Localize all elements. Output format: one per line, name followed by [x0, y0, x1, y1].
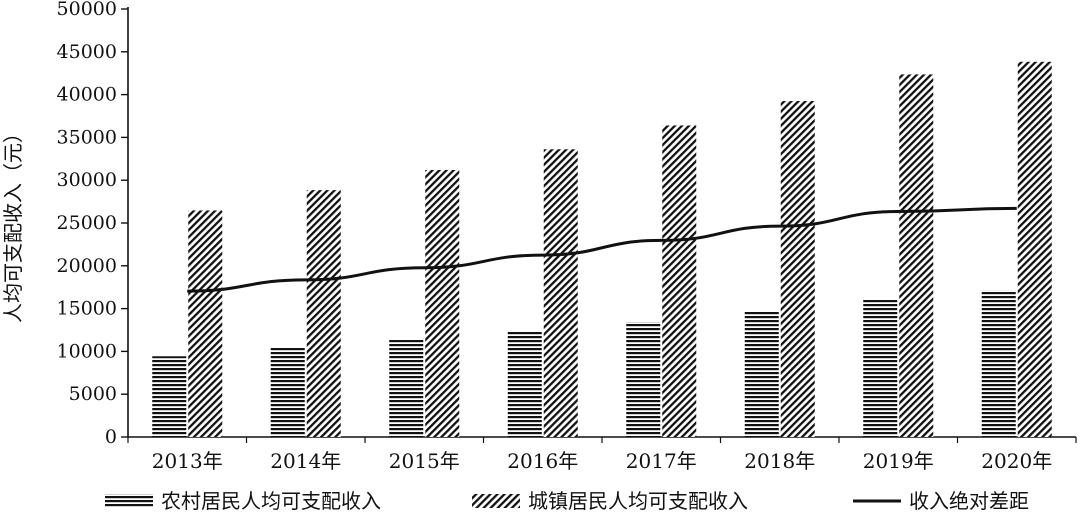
legend-swatch-horizontal-stripes — [105, 494, 153, 508]
legend-swatch-diagonal-hatch — [472, 494, 520, 508]
legend-label: 城镇居民人均可支配收入 — [528, 489, 748, 513]
bar-horizontal-stripes — [982, 290, 1016, 437]
y-tick-label: 30000 — [57, 169, 117, 191]
x-tick-label: 2020年 — [981, 449, 1052, 473]
bar-horizontal-stripes — [152, 356, 186, 437]
bar-diagonal-hatch — [307, 190, 341, 437]
x-tick-label: 2015年 — [389, 449, 460, 473]
x-tick-label: 2016年 — [507, 449, 578, 473]
legend-label: 农村居民人均可支配收入 — [161, 489, 381, 513]
y-tick-label: 35000 — [57, 126, 117, 148]
bar-horizontal-stripes — [508, 331, 542, 437]
x-tick-label: 2017年 — [626, 449, 697, 473]
y-tick-label: 5000 — [69, 383, 117, 405]
y-tick-label: 50000 — [57, 0, 117, 20]
y-tick-label: 20000 — [57, 255, 117, 277]
y-axis-title: 人均可支配收入（元） — [1, 123, 25, 323]
x-tick-label: 2018年 — [744, 449, 815, 473]
bar-horizontal-stripes — [745, 312, 779, 437]
bar-diagonal-hatch — [188, 210, 222, 437]
bar-diagonal-hatch — [544, 149, 578, 437]
bar-horizontal-stripes — [626, 322, 660, 437]
y-tick-label: 10000 — [57, 340, 117, 362]
bar-horizontal-stripes — [271, 347, 305, 437]
bar-horizontal-stripes — [863, 300, 897, 437]
bar-diagonal-hatch — [662, 125, 696, 437]
x-tick-label: 2014年 — [270, 449, 341, 473]
y-tick-label: 15000 — [57, 298, 117, 320]
bar-diagonal-hatch — [899, 74, 933, 437]
bar-diagonal-hatch — [425, 170, 459, 437]
legend-label: 收入绝对差距 — [909, 489, 1029, 513]
y-tick-label: 0 — [105, 426, 117, 448]
y-tick-label: 45000 — [57, 41, 117, 63]
x-tick-label: 2013年 — [152, 449, 223, 473]
bar-diagonal-hatch — [1018, 62, 1052, 437]
bar-diagonal-hatch — [781, 101, 815, 437]
bar-horizontal-stripes — [389, 339, 423, 437]
x-tick-label: 2019年 — [863, 449, 934, 473]
y-tick-label: 40000 — [57, 84, 117, 106]
y-tick-label: 25000 — [57, 212, 117, 234]
